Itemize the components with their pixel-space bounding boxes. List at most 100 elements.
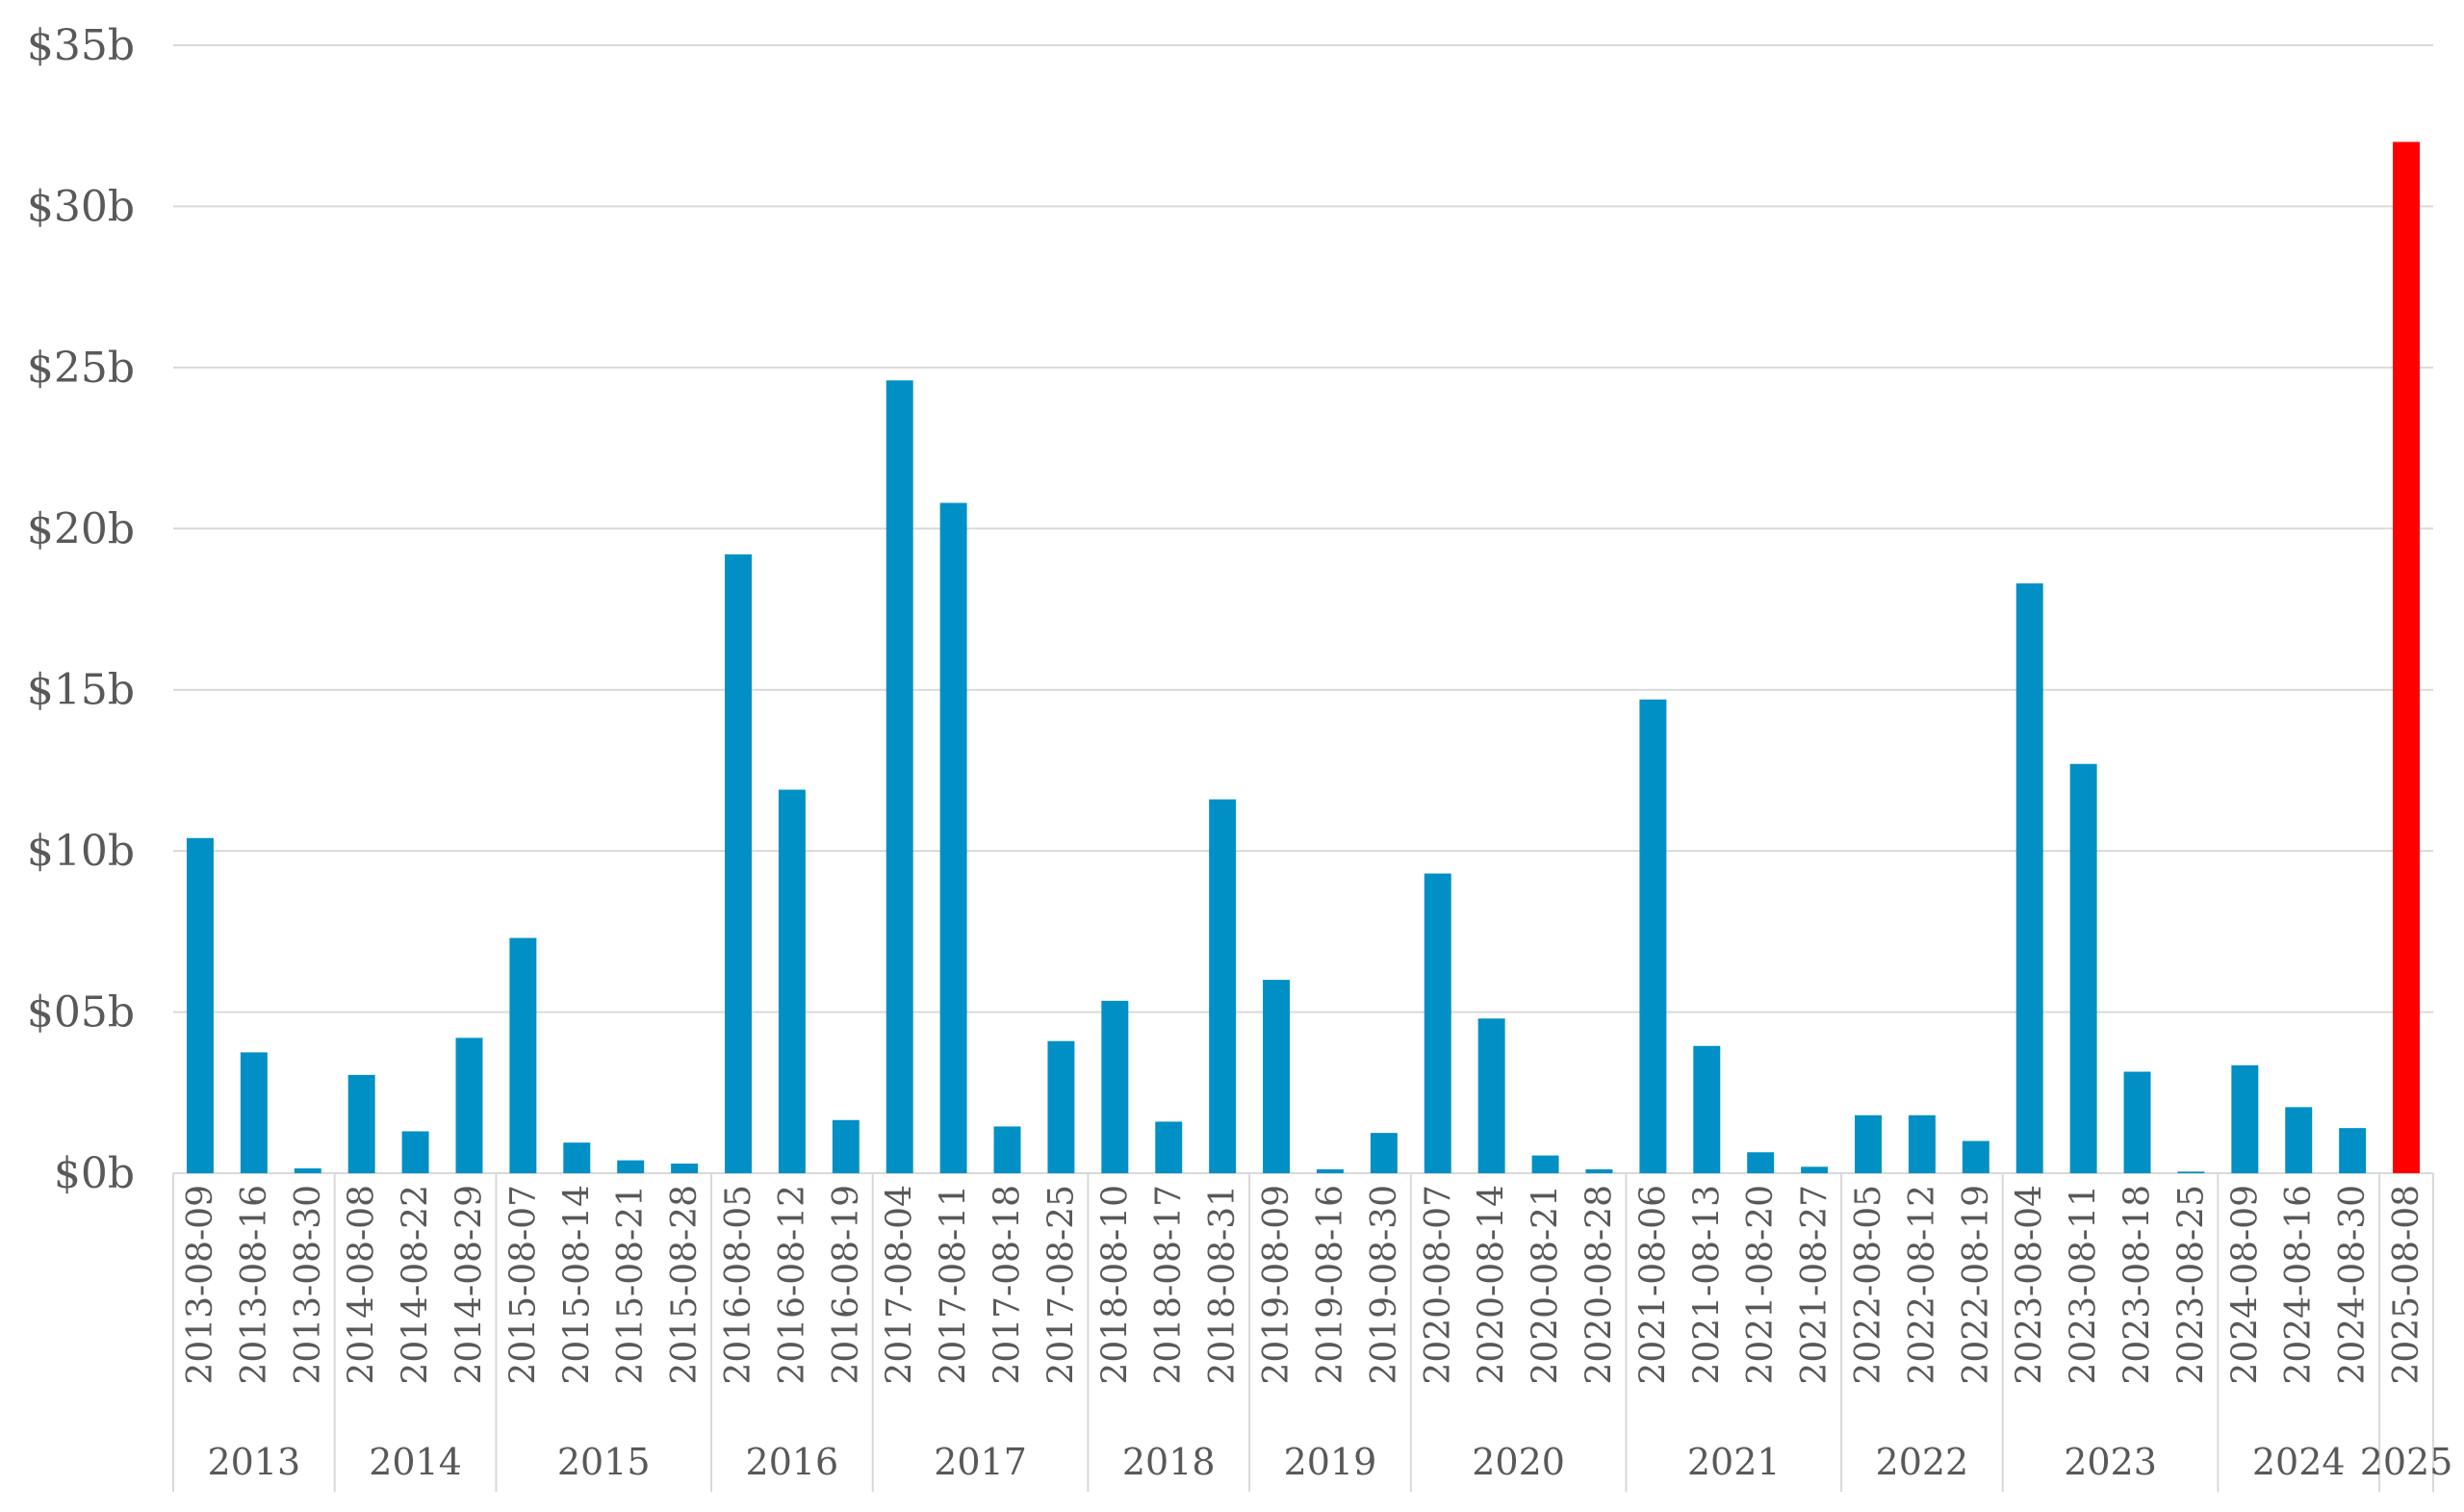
y-tick-label: $25b [27,344,135,393]
x-tick-label: 2019-08-30 [1365,1185,1404,1385]
x-tick-label: 2016-08-19 [827,1185,866,1385]
y-tick-label: $0b [54,1149,135,1198]
y-tick-label: $15b [27,666,135,715]
bar-2023-08-11 [2069,763,2097,1173]
gridlines [173,44,2433,1174]
bar-2017-08-04 [886,380,913,1173]
bar-2019-08-16 [1316,1168,1344,1173]
y-tick-label: $35b [27,21,135,70]
bar-2020-08-21 [1531,1155,1559,1173]
bar-2015-08-21 [617,1160,645,1173]
bar-2013-08-09 [186,837,214,1173]
bar-2024-08-09 [2231,1064,2259,1173]
year-label: 2018 [1122,1441,1216,1483]
x-tick-label: 2018-08-17 [1149,1185,1189,1385]
x-tick-label: 2021-08-06 [1633,1185,1673,1385]
x-tick-label: 2020-08-14 [1473,1185,1512,1385]
bar-2018-08-17 [1155,1121,1183,1173]
bar-2025-08-08 [2393,141,2421,1173]
x-tick-label: 2018-08-31 [1203,1185,1243,1385]
y-tick-label: $10b [27,827,135,876]
x-axis-ticks: 2013-08-09 2013-08-16 2013-08-30 2014-08-08… [181,1185,2426,1385]
bar-2023-08-18 [2123,1071,2151,1173]
year-label: 2013 [207,1441,300,1483]
bar-2014-08-08 [347,1074,375,1173]
x-tick-label: 2013-08-16 [235,1185,274,1385]
x-tick-label: 2017-08-11 [935,1185,974,1385]
bar-2022-08-05 [1855,1115,1882,1173]
x-tick-label: 2020-08-28 [1579,1185,1619,1385]
x-tick-label: 2017-08-25 [1041,1185,1081,1385]
x-tick-label: 2023-08-18 [2118,1185,2158,1385]
bar-2021-08-20 [1747,1152,1775,1173]
x-tick-label: 2021-08-13 [1687,1185,1727,1385]
x-tick-label: 2024-08-30 [2333,1185,2373,1385]
x-tick-label: 2018-08-10 [1095,1185,1135,1385]
bar-2021-08-27 [1801,1166,1829,1173]
bar-2016-08-05 [725,554,752,1173]
bar-2017-08-11 [939,502,967,1173]
year-label: 2016 [746,1441,839,1483]
x-tick-label: 2021-08-27 [1795,1185,1835,1385]
x-tick-label: 2020-08-07 [1419,1185,1458,1385]
x-tick-label: 2016-08-05 [719,1185,758,1385]
x-tick-label: 2014-08-08 [343,1185,382,1385]
x-tick-label: 2024-08-09 [2225,1185,2265,1385]
bar-2024-08-16 [2285,1107,2313,1173]
year-label: 2014 [369,1441,462,1483]
x-tick-label: 2014-08-29 [449,1185,489,1385]
year-label: 2025 [2360,1441,2453,1483]
y-tick-label: $05b [27,988,135,1038]
x-tick-label: 2023-08-11 [2065,1185,2104,1385]
bar-2019-08-09 [1263,980,1291,1173]
year-label: 2021 [1687,1441,1781,1483]
bar-2019-08-30 [1370,1133,1398,1173]
bar-2013-08-30 [294,1167,321,1173]
x-tick-label: 2015-08-07 [503,1185,543,1385]
bar-2014-08-29 [455,1038,483,1173]
y-tick-label: $30b [27,182,135,231]
bar-2021-08-13 [1693,1045,1721,1173]
bar-2023-08-25 [2177,1171,2205,1173]
bar-2016-08-19 [832,1119,860,1173]
x-tick-label: 2019-08-09 [1257,1185,1296,1385]
year-label: 2022 [1876,1441,1969,1483]
year-label: 2020 [1472,1441,1565,1483]
x-tick-label: 2017-08-04 [881,1185,920,1385]
x-tick-label: 2019-08-16 [1311,1185,1350,1385]
bar-2017-08-18 [993,1126,1021,1173]
x-tick-label: 2015-08-21 [611,1185,651,1385]
bar-2015-08-07 [509,937,537,1173]
x-tick-label: 2013-08-09 [181,1185,220,1385]
bar-2022-08-12 [1908,1115,1936,1173]
bar-2018-08-31 [1209,799,1237,1173]
bar-2015-08-28 [671,1163,699,1173]
year-label: 2024 [2252,1441,2346,1483]
year-groups: 2013 2014 2015 2016 2017 2018 2019 2020 2021 2022… [172,1173,2453,1492]
bar-2015-08-14 [563,1142,591,1173]
y-tick-label: $20b [27,504,135,553]
bar-2014-08-22 [401,1131,429,1173]
bar-2023-08-04 [2015,583,2043,1173]
bar-2020-08-07 [1424,873,1451,1173]
x-tick-label: 2014-08-22 [397,1185,436,1385]
year-label: 2023 [2064,1441,2157,1483]
x-tick-label: 2020-08-21 [1527,1185,1566,1385]
bar-2018-08-10 [1101,1000,1129,1173]
year-label: 2017 [934,1441,1027,1483]
bar-2017-08-25 [1047,1040,1075,1173]
x-tick-label: 2013-08-30 [289,1185,328,1385]
bar-2024-08-30 [2339,1128,2367,1173]
x-tick-label: 2017-08-18 [988,1185,1028,1385]
x-tick-label: 2023-08-04 [2011,1185,2050,1385]
y-axis-ticks: $0b $05b $10b $15b $20b $25b $30b $35b [27,21,135,1198]
year-label: 2015 [557,1441,651,1483]
x-tick-label: 2022-08-12 [1903,1185,1942,1385]
x-tick-label: 2015-08-28 [665,1185,705,1385]
x-tick-label: 2022-08-05 [1849,1185,1888,1385]
bar-2020-08-28 [1585,1168,1613,1173]
bar-2021-08-06 [1639,699,1667,1173]
x-tick-label: 2025-08-08 [2387,1185,2426,1385]
